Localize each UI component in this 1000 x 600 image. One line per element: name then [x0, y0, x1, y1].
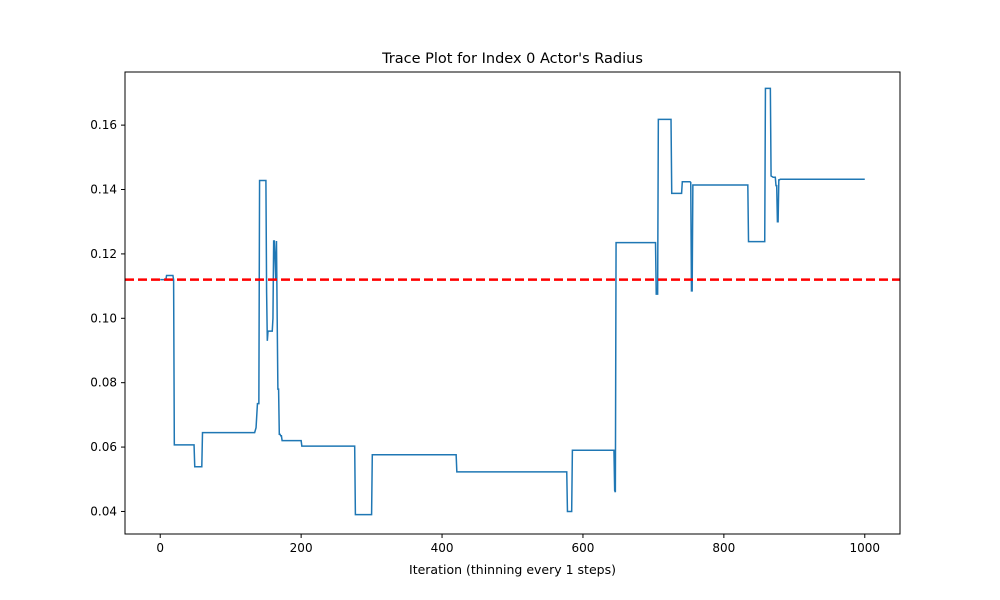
y-tick-label: 0.08: [90, 376, 117, 390]
y-tick-label: 0.14: [90, 183, 117, 197]
y-tick-label: 0.04: [90, 504, 117, 518]
y-tick-label: 0.16: [90, 118, 117, 132]
chart-title: Trace Plot for Index 0 Actor's Radius: [381, 51, 643, 67]
x-tick-label: 600: [572, 541, 595, 555]
x-tick-label: 1000: [849, 541, 880, 555]
x-axis-label: Iteration (thinning every 1 steps): [409, 562, 616, 577]
y-tick-label: 0.06: [90, 440, 117, 454]
plot-frame: [124, 71, 901, 535]
trace-series-line: [160, 87, 865, 516]
x-tick-label: 200: [290, 541, 313, 555]
x-tick-label: 800: [712, 541, 735, 555]
y-tick-label: 0.10: [90, 311, 117, 325]
x-tick-label: 400: [431, 541, 454, 555]
x-tick-label: 0: [156, 541, 164, 555]
y-tick-label: 0.12: [90, 247, 117, 261]
